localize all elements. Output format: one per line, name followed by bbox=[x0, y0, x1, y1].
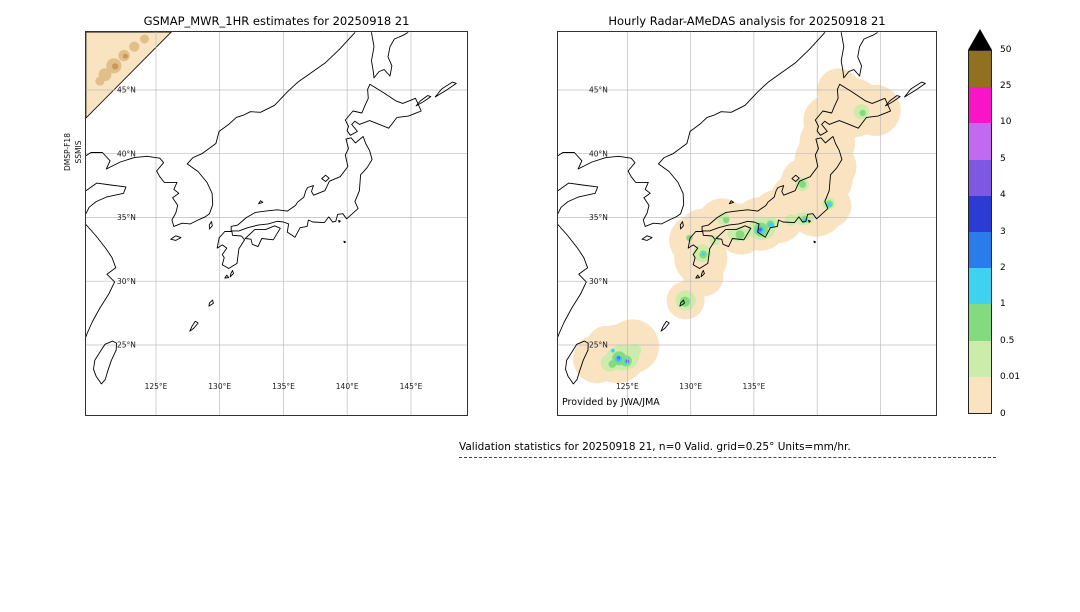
svg-text:130°E: 130°E bbox=[679, 382, 702, 391]
svg-text:25°N: 25°N bbox=[589, 341, 608, 350]
svg-text:145°E: 145°E bbox=[400, 382, 423, 391]
colorbar: 50 25 10 5 4 3 2 1 0.5 0.01 0 bbox=[968, 29, 1050, 429]
svg-text:40°N: 40°N bbox=[589, 149, 608, 158]
satellite-sensor-label: DMSP-F18 SSMIS bbox=[63, 111, 84, 193]
svg-text:35°N: 35°N bbox=[117, 213, 136, 222]
svg-text:125°E: 125°E bbox=[616, 382, 639, 391]
svg-text:35°N: 35°N bbox=[589, 213, 608, 222]
svg-text:30°N: 30°N bbox=[589, 277, 608, 286]
svg-text:135°E: 135°E bbox=[742, 382, 765, 391]
left-panel-title: GSMAP_MWR_1HR estimates for 20250918 21 bbox=[143, 14, 410, 28]
svg-text:40°N: 40°N bbox=[117, 149, 136, 158]
svg-text:130°E: 130°E bbox=[208, 382, 231, 391]
satellite-name: DMSP-F18 bbox=[63, 133, 72, 171]
svg-text:135°E: 135°E bbox=[272, 382, 295, 391]
data-credit-label: Provided by JWA/JMA bbox=[562, 397, 660, 408]
svg-text:30°N: 30°N bbox=[117, 277, 136, 286]
right-panel-title: Hourly Radar-AMeDAS analysis for 2025091… bbox=[608, 14, 886, 28]
svg-text:140°E: 140°E bbox=[336, 382, 359, 391]
radar-amedas-map: 45°N 40°N 35°N 30°N 25°N 125°E 130°E 135°E bbox=[557, 31, 937, 416]
svg-text:45°N: 45°N bbox=[117, 86, 136, 95]
sensor-name: SSMIS bbox=[73, 140, 83, 164]
gsmap-estimates-map: 45°N 40°N 35°N 30°N 25°N 125°E 130°E 135°E 140°E… bbox=[85, 31, 468, 416]
overflow-triangle-icon bbox=[968, 29, 992, 50]
footer-dashed-line bbox=[459, 457, 996, 458]
svg-text:25°N: 25°N bbox=[117, 341, 136, 350]
validation-stats-text: Validation statistics for 20250918 21, n… bbox=[459, 441, 851, 453]
svg-text:45°N: 45°N bbox=[589, 86, 608, 95]
svg-text:125°E: 125°E bbox=[145, 382, 168, 391]
colorbar-cells bbox=[968, 50, 992, 414]
